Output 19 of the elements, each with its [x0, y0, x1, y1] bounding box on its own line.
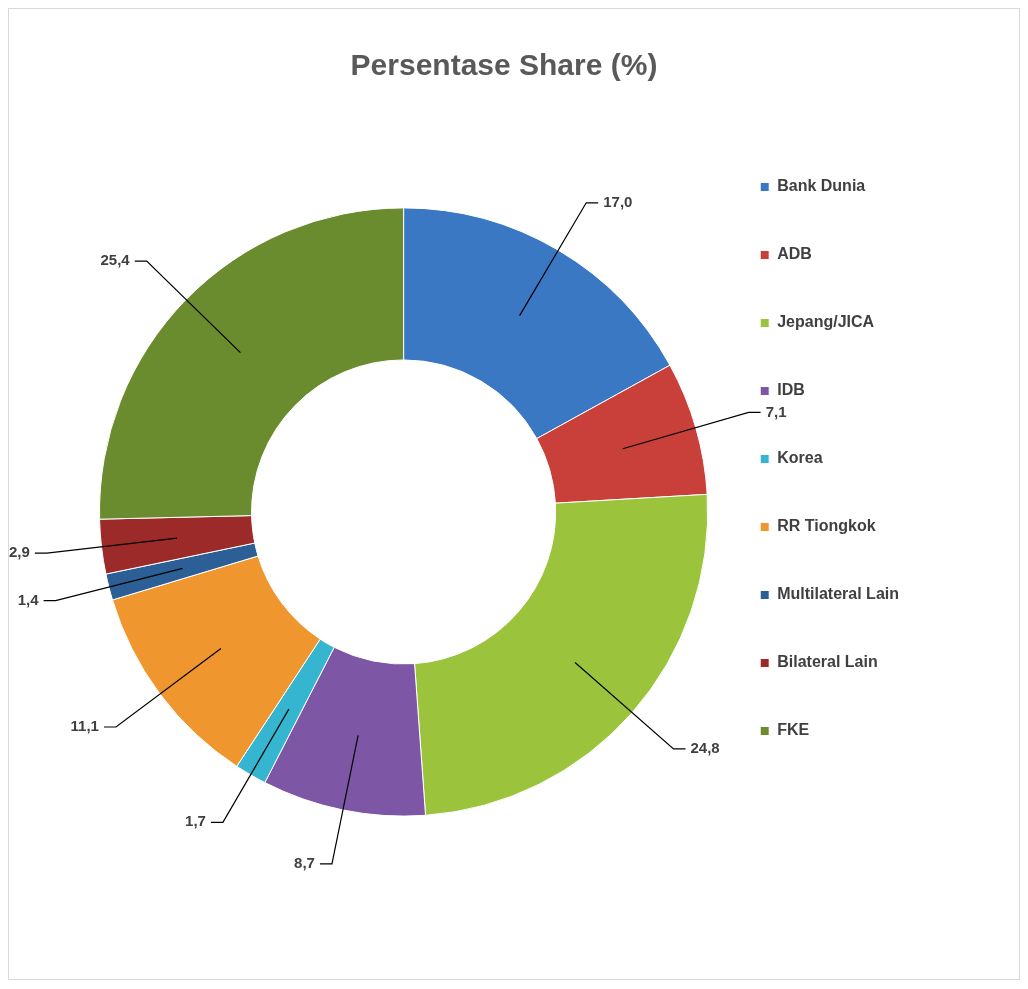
legend-label: ADB	[777, 245, 812, 263]
legend-label: Multilateral Lain	[777, 585, 899, 603]
legend-label: RR Tiongkok	[777, 517, 876, 535]
legend-label: Bilateral Lain	[777, 653, 878, 671]
data-label: 1,7	[185, 812, 206, 830]
data-label: 1,4	[17, 590, 40, 608]
chart-title: Persentase Share (%)	[350, 48, 658, 82]
legend-label: Korea	[777, 449, 823, 467]
data-label: 11,1	[70, 717, 99, 735]
legend-label: Jepang/JICA	[777, 313, 875, 331]
data-label: 8,7	[294, 854, 315, 872]
data-label: 25,4	[100, 251, 131, 269]
data-label: 17,0	[603, 192, 633, 210]
data-label: 24,8	[690, 739, 720, 756]
data-label: 2,9	[8, 543, 30, 561]
data-label: 7,1	[765, 402, 787, 420]
legend-label: Bank Dunia	[777, 177, 866, 195]
legend-label: IDB	[777, 381, 805, 399]
legend-label: FKE	[777, 721, 810, 739]
